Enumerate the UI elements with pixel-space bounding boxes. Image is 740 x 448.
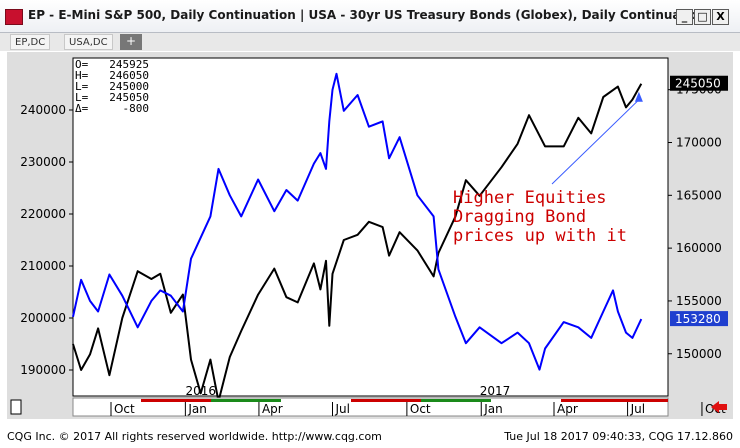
time-axis-segment (351, 399, 421, 402)
app-icon (5, 9, 23, 25)
month-label: Apr (557, 402, 578, 416)
window-title: EP - E-Mini S&P 500, Daily Continuation … (28, 8, 708, 22)
month-label: Jul (630, 402, 645, 416)
ohlc-value: 245925 (109, 58, 149, 71)
last-price-usa: 153280 (675, 312, 721, 326)
ohlc-value: 245000 (109, 80, 149, 93)
ohlc-label: H= (75, 69, 89, 82)
month-label: Oct (114, 402, 135, 416)
scroll-left-handle (10, 399, 22, 415)
ohlc-label: L= (75, 91, 89, 104)
time-axis-segment (141, 399, 211, 402)
minimize-button[interactable]: _ (676, 9, 693, 25)
month-label: Apr (262, 402, 283, 416)
tab-bar: EP,DC USA,DC + (0, 33, 740, 51)
annotation-line: Dragging Bond (453, 207, 586, 227)
ohlc-label: O= (75, 58, 89, 71)
right-axis-label: 155000 (676, 294, 722, 308)
add-tab-button[interactable]: + (120, 34, 142, 50)
time-axis-segment (421, 399, 491, 402)
right-axis-label: 160000 (676, 241, 722, 255)
tab-usa-dc[interactable]: USA,DC (64, 34, 113, 50)
time-axis-segment (561, 399, 668, 402)
ohlc-label: L= (75, 80, 89, 93)
maximize-button[interactable]: □ (694, 9, 711, 25)
right-axis-label: 165000 (676, 188, 722, 202)
chart-frame: 2400002300002200002100002000001900001750… (7, 52, 733, 419)
left-axis-label: 200000 (20, 311, 66, 325)
ohlc-label: Δ= (75, 102, 89, 115)
right-axis-label: 170000 (676, 136, 722, 150)
plot-area (72, 57, 669, 397)
ohlc-value: 246050 (109, 69, 149, 82)
time-axis-segment (211, 399, 281, 402)
status-footer: CQG Inc. © 2017 All rights reserved worl… (0, 424, 740, 448)
series-line-ep (72, 83, 643, 403)
left-axis-label: 190000 (20, 363, 66, 377)
month-label: Jan (483, 402, 503, 416)
annotation-line: Higher Equities (453, 188, 607, 208)
right-axis-label: 150000 (676, 347, 722, 361)
month-label: Jul (335, 402, 350, 416)
time-axis-bar (72, 397, 669, 417)
left-axis-label: 220000 (20, 207, 66, 221)
price-chart[interactable]: 2400002300002200002100002000001900001750… (7, 52, 733, 419)
year-label: 2017 (480, 384, 511, 398)
last-price-badge-ep (670, 75, 728, 91)
left-axis-label: 240000 (20, 103, 66, 117)
year-label: 2016 (185, 384, 216, 398)
series-line-usa (72, 72, 643, 371)
ohlc-value: -800 (123, 102, 150, 115)
left-axis-label: 230000 (20, 155, 66, 169)
month-label: Oct (410, 402, 431, 416)
scroll-right-arrow-icon[interactable] (711, 401, 727, 413)
annotation-arrow-line (551, 99, 640, 185)
annotation-line: prices up with it (453, 226, 627, 246)
timestamp-text: Tue Jul 18 2017 09:40:33, CQG 17.12.860 (504, 430, 733, 443)
window-titlebar: EP - E-Mini S&P 500, Daily Continuation … (0, 0, 740, 33)
close-button[interactable]: X (712, 9, 729, 25)
last-price-ep: 245050 (675, 77, 721, 91)
copyright-text: CQG Inc. © 2017 All rights reserved worl… (7, 430, 382, 443)
annotation-arrow-head (634, 91, 643, 102)
tab-ep-dc[interactable]: EP,DC (10, 34, 51, 50)
month-label: Jan (187, 402, 207, 416)
left-axis-label: 210000 (20, 259, 66, 273)
ohlc-value: 245050 (109, 91, 149, 104)
last-price-badge-usa (670, 311, 728, 327)
